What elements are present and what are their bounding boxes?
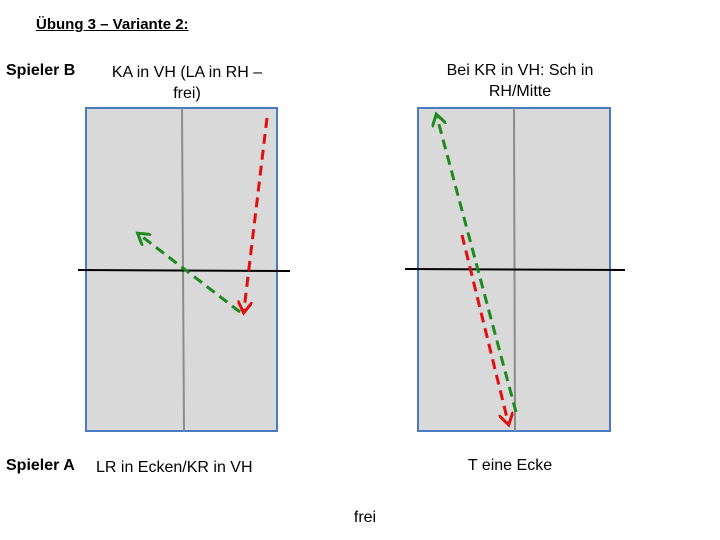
left-green-arrow [140, 235, 241, 314]
player-b-label: Spieler B [6, 62, 76, 79]
left-table [77, 107, 291, 432]
right-net-line [404, 268, 626, 271]
right-table [404, 107, 626, 432]
right-green-arrow [437, 117, 518, 413]
player-a-label: Spieler A [6, 457, 75, 474]
right-red-arrow [460, 234, 508, 422]
left-red-arrow [244, 117, 269, 310]
right-top-caption: Bei KR in VH: Sch in RH/Mitte [446, 62, 594, 100]
left-bottom-caption: LR in Ecken/KR in VH [96, 459, 253, 476]
right-bottom-caption: T eine Ecke [467, 457, 553, 474]
left-top-caption: KA in VH (LA in RH – frei) [111, 64, 263, 102]
exercise-title: Übung 3 – Variante 2: [36, 16, 189, 33]
footer-text: frei [353, 509, 377, 526]
